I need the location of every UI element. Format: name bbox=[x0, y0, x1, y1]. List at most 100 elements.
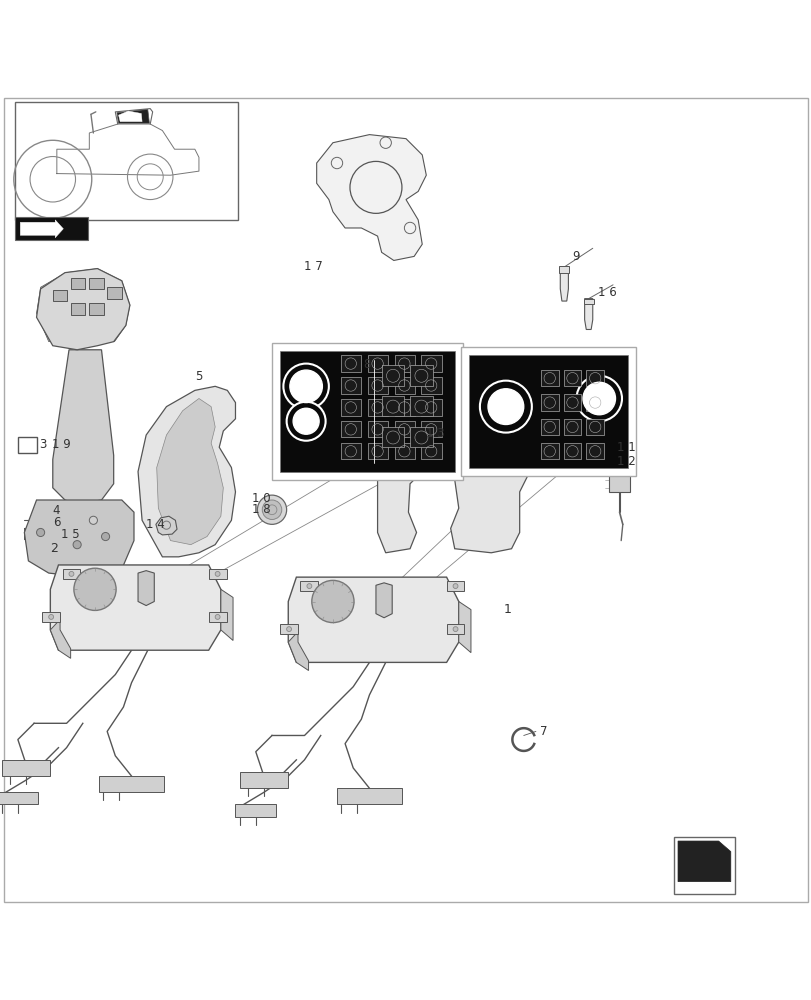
Text: 1 7: 1 7 bbox=[304, 260, 323, 273]
Polygon shape bbox=[20, 220, 63, 238]
Bar bbox=[341, 443, 361, 459]
Bar bbox=[394, 355, 414, 372]
Bar bbox=[280, 624, 298, 634]
Circle shape bbox=[453, 584, 457, 589]
Bar bbox=[540, 419, 558, 435]
Bar bbox=[421, 399, 441, 416]
Bar bbox=[421, 443, 441, 459]
Circle shape bbox=[286, 402, 325, 441]
Bar bbox=[540, 370, 558, 386]
Polygon shape bbox=[50, 565, 221, 650]
Polygon shape bbox=[221, 589, 233, 640]
Text: 1 5: 1 5 bbox=[61, 528, 79, 541]
Circle shape bbox=[487, 389, 523, 424]
Polygon shape bbox=[156, 516, 177, 535]
Bar bbox=[300, 581, 318, 591]
Text: 6: 6 bbox=[53, 516, 60, 529]
Bar bbox=[18, 437, 37, 453]
Text: 2: 2 bbox=[50, 542, 58, 555]
Circle shape bbox=[290, 370, 322, 403]
Bar bbox=[53, 290, 67, 301]
Polygon shape bbox=[36, 269, 130, 350]
Polygon shape bbox=[677, 841, 730, 882]
Text: 8: 8 bbox=[363, 358, 370, 371]
Bar bbox=[272, 343, 462, 480]
Circle shape bbox=[479, 381, 531, 433]
Bar bbox=[410, 427, 432, 447]
Circle shape bbox=[307, 584, 311, 589]
Circle shape bbox=[101, 532, 109, 541]
Bar bbox=[89, 278, 104, 289]
Polygon shape bbox=[584, 299, 592, 329]
Bar bbox=[586, 370, 603, 386]
Bar bbox=[367, 421, 388, 437]
Bar bbox=[430, 434, 438, 439]
Bar bbox=[341, 377, 361, 394]
Bar bbox=[280, 351, 454, 472]
Text: 1 6: 1 6 bbox=[598, 286, 616, 299]
Polygon shape bbox=[118, 111, 142, 122]
Polygon shape bbox=[157, 398, 223, 545]
Polygon shape bbox=[138, 571, 154, 606]
Polygon shape bbox=[24, 500, 134, 577]
Bar bbox=[410, 396, 432, 416]
Bar bbox=[367, 443, 388, 459]
Bar bbox=[89, 303, 104, 315]
Bar bbox=[15, 217, 88, 240]
Bar bbox=[341, 399, 361, 416]
Text: 1 0: 1 0 bbox=[251, 492, 270, 505]
Bar bbox=[15, 102, 238, 220]
Text: 1 3: 1 3 bbox=[426, 427, 444, 440]
Bar bbox=[421, 377, 441, 394]
Bar bbox=[559, 266, 569, 273]
Circle shape bbox=[286, 627, 291, 632]
Bar bbox=[394, 377, 414, 394]
Bar bbox=[107, 287, 122, 299]
Bar bbox=[394, 443, 414, 459]
Polygon shape bbox=[560, 267, 568, 301]
Bar bbox=[367, 355, 388, 372]
Bar bbox=[586, 394, 603, 411]
Bar bbox=[410, 365, 432, 386]
Polygon shape bbox=[0, 792, 38, 804]
Text: 4: 4 bbox=[53, 504, 60, 517]
Bar bbox=[469, 355, 627, 468]
Bar bbox=[563, 419, 581, 435]
Polygon shape bbox=[337, 788, 401, 804]
Bar bbox=[586, 419, 603, 435]
Polygon shape bbox=[235, 804, 276, 817]
Circle shape bbox=[293, 408, 319, 434]
Circle shape bbox=[582, 382, 615, 415]
Circle shape bbox=[453, 627, 457, 632]
Bar bbox=[540, 394, 558, 411]
Bar bbox=[71, 303, 85, 315]
Bar bbox=[341, 421, 361, 437]
Polygon shape bbox=[2, 760, 50, 776]
Bar bbox=[394, 399, 414, 416]
Bar bbox=[563, 370, 581, 386]
Circle shape bbox=[257, 495, 286, 524]
Polygon shape bbox=[117, 109, 149, 123]
Circle shape bbox=[69, 571, 74, 576]
Bar bbox=[381, 365, 404, 386]
Text: 1 8: 1 8 bbox=[251, 503, 270, 516]
Polygon shape bbox=[36, 269, 130, 342]
Circle shape bbox=[576, 376, 621, 421]
Circle shape bbox=[89, 516, 97, 524]
Circle shape bbox=[36, 528, 45, 537]
Polygon shape bbox=[99, 776, 164, 792]
Polygon shape bbox=[458, 601, 470, 653]
Bar bbox=[381, 396, 404, 416]
Circle shape bbox=[49, 614, 54, 619]
Bar bbox=[446, 581, 464, 591]
Text: 5: 5 bbox=[195, 370, 202, 383]
Circle shape bbox=[215, 571, 220, 576]
Polygon shape bbox=[288, 577, 458, 662]
Polygon shape bbox=[288, 632, 308, 671]
Polygon shape bbox=[431, 435, 437, 459]
Bar bbox=[394, 421, 414, 437]
Polygon shape bbox=[138, 386, 235, 557]
Bar bbox=[421, 355, 441, 372]
Polygon shape bbox=[375, 583, 392, 618]
Bar bbox=[367, 399, 388, 416]
